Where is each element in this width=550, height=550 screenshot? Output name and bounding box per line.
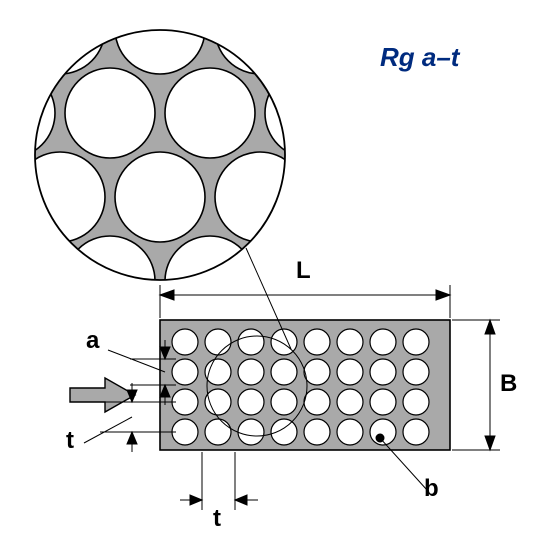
direction-arrow-icon (70, 378, 135, 412)
dimension-t-horizontal (180, 452, 258, 510)
diagram-svg (0, 0, 550, 550)
label-B: B (500, 370, 517, 398)
plate (160, 320, 450, 450)
label-t-horizontal: t (213, 505, 221, 533)
title-label: Rg a–t (380, 42, 459, 73)
label-L: L (296, 257, 311, 285)
label-a: a (86, 327, 99, 355)
label-t-vertical: t (66, 427, 74, 455)
dimension-B (452, 320, 500, 450)
dimension-L (160, 285, 450, 318)
label-b: b (424, 475, 439, 503)
diagram-container: Rg a–t L B a t t b (0, 0, 550, 550)
